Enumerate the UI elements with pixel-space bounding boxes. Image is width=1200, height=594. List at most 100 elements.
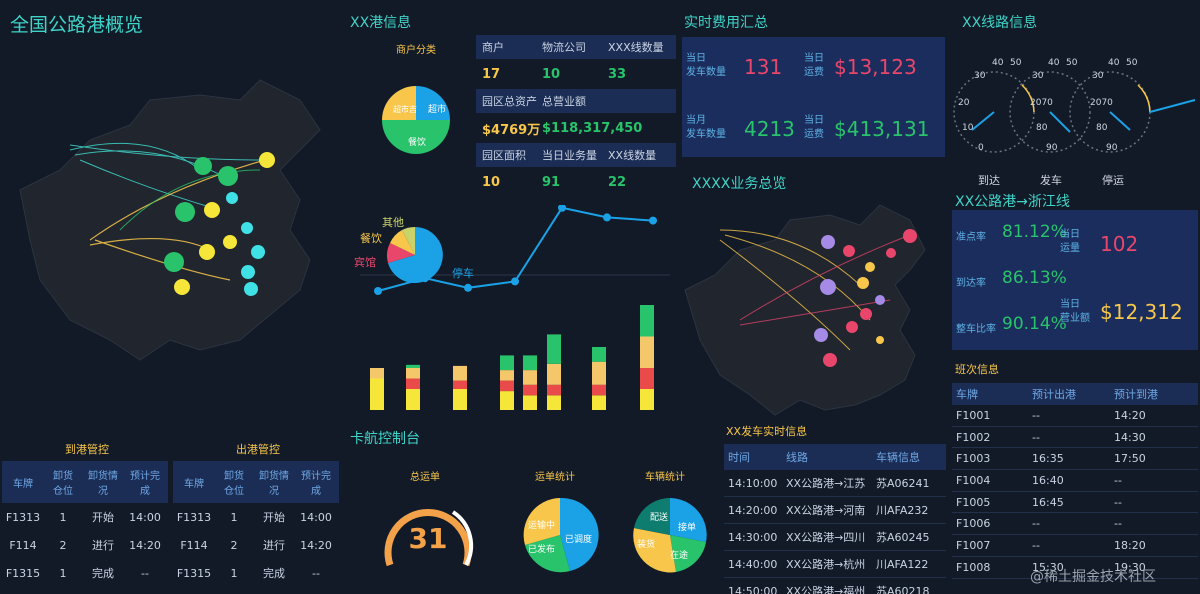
- bar-segment: [453, 365, 467, 381]
- table-row[interactable]: F1003 16:35 17:50: [952, 448, 1198, 471]
- vehicle-label-loading: 装货: [637, 538, 655, 550]
- svg-text:50: 50: [1010, 58, 1022, 68]
- fees-label-month-count: 当月 发车数量: [686, 115, 726, 140]
- bar-segment: [500, 355, 514, 371]
- table-row[interactable]: F114 2 进行 14:20: [180, 538, 332, 553]
- bar-segment: [547, 384, 561, 396]
- zj-label-volume: 当日 运量: [1060, 229, 1080, 254]
- order-label-published: 已发布: [528, 543, 555, 555]
- port-info-title: XX港信息: [350, 15, 412, 31]
- zj-label-ontime: 准点率: [956, 232, 986, 243]
- table-row[interactable]: F1008 15:30 19:30: [952, 557, 1198, 579]
- trend-point: [464, 283, 472, 292]
- table-row[interactable]: F1004 16:40 --: [952, 470, 1198, 492]
- arrive-title: 到港管控: [65, 443, 109, 456]
- table-row[interactable]: F114 2 进行 14:20: [9, 538, 161, 553]
- bar-segment: [370, 368, 384, 379]
- bar-segment: [547, 395, 561, 410]
- table-row[interactable]: 14:30:00 XX公路港→四川 苏A60245: [724, 524, 946, 551]
- pie-label-other: 其他: [382, 216, 404, 229]
- table-row[interactable]: 14:20:00 XX公路港→河南 川AFA232: [724, 497, 946, 524]
- svg-text:0: 0: [978, 143, 984, 153]
- merchant-pie[interactable]: 超市 餐饮 超市吉: [376, 60, 456, 160]
- merchant-pie-title: 商户分类: [396, 45, 436, 56]
- table-row[interactable]: F1315 1 完成 --: [176, 566, 320, 581]
- gauge-label-arrive: 到达: [978, 174, 1000, 185]
- total-orders-gauge[interactable]: 31: [378, 490, 478, 580]
- svg-text:40: 40: [1048, 58, 1060, 68]
- china-map-left[interactable]: [0, 40, 340, 420]
- bar-segment: [406, 378, 420, 389]
- table-row[interactable]: F1315 1 完成 --: [5, 566, 149, 581]
- trend-point: [558, 205, 566, 212]
- port-info-table: 商户 物流公司 XXX线数量 17 10 33 园区总资产 总营业额 $4769…: [476, 35, 676, 197]
- fees-month-fee: $413,131: [834, 117, 930, 141]
- depart-col-slot: 卸货仓位: [224, 471, 244, 497]
- total-orders-title: 总运单: [410, 472, 440, 483]
- depart-rows: F1313 1 开始 14:00 F114 2 进行 14:20 F1315 1…: [173, 503, 339, 587]
- order-stats-title: 运单统计: [535, 472, 575, 483]
- order-label-dispatched: 已调度: [565, 533, 592, 545]
- order-stats-pie[interactable]: 运输中 已发布 已调度: [510, 490, 610, 580]
- table-row[interactable]: F1002 -- 14:30: [952, 427, 1198, 449]
- pie-label-parking: 停车: [452, 266, 474, 280]
- pie-label-other: 超市吉: [393, 104, 417, 114]
- fees-day-fee: $13,123: [834, 55, 917, 79]
- pie-label-hotel: 宾馆: [354, 255, 376, 269]
- line-gauges[interactable]: 40 50 30 20 10 0 40 50 30 2070 80 90 40 …: [950, 40, 1200, 185]
- bar-segment: [640, 336, 654, 368]
- fees-label-day-count: 当日 发车数量: [686, 53, 726, 78]
- depart-col-eta: 预计完成: [301, 471, 331, 497]
- table-row[interactable]: F1313 1 开始 14:00: [5, 510, 161, 525]
- table-row[interactable]: F1006 -- --: [952, 513, 1198, 536]
- pie-label-restaurant: 餐饮: [360, 231, 382, 245]
- bar-segment: [523, 395, 537, 410]
- bar-segment: [547, 334, 561, 364]
- svg-text:2070: 2070: [1030, 98, 1053, 108]
- table-row[interactable]: 14:50:00 XX公路港→福州 苏A60218: [724, 578, 946, 594]
- zj-label-fulltruck: 整车比率: [956, 324, 996, 335]
- svg-text:80: 80: [1096, 123, 1108, 133]
- table-row[interactable]: F1313 1 开始 14:00: [176, 510, 332, 525]
- svg-text:80: 80: [1036, 123, 1048, 133]
- gauge-label-stopped: 停运: [1102, 173, 1124, 185]
- pie-label-restaurant: 餐饮: [408, 136, 426, 148]
- trend-point: [603, 213, 611, 222]
- zj-label-revenue: 当日 营业额: [1060, 299, 1090, 324]
- shift-col-plate: 车牌: [956, 388, 978, 401]
- fees-label-month-fee: 当日 运费: [804, 115, 824, 140]
- bar-segment: [500, 391, 514, 410]
- fees-month-count: 4213: [744, 117, 795, 141]
- vehicle-stats-pie[interactable]: 配送 接单 在途 装货: [620, 490, 720, 580]
- shift-col-arrive: 预计到港: [1114, 388, 1158, 401]
- watermark: @稀土掘金技术社区: [1030, 569, 1156, 585]
- svg-text:30: 30: [974, 71, 986, 81]
- arrive-col-eta: 预计完成: [130, 471, 160, 497]
- china-map-right[interactable]: [680, 190, 950, 420]
- bar-segment: [406, 389, 420, 410]
- depart-col-state: 卸货情况: [259, 471, 289, 497]
- table-row[interactable]: 14:40:00 XX公路港→杭州 川AFA122: [724, 551, 946, 578]
- arrive-rows: F1313 1 开始 14:00 F114 2 进行 14:20 F1315 1…: [2, 503, 168, 587]
- business-chart[interactable]: 其他 餐饮 宾馆 停车: [340, 205, 680, 415]
- table-row[interactable]: F1007 -- 18:20: [952, 535, 1198, 557]
- bar-segment: [370, 378, 384, 410]
- shift-table: 车牌 预计出港 预计到港 F1001 -- 14:20 F1002 -- 14:30 F10…: [952, 383, 1198, 579]
- bar-segment: [523, 355, 537, 371]
- bar-segment: [592, 347, 606, 362]
- bar-segment: [453, 380, 467, 389]
- table-row[interactable]: F1005 16:45 --: [952, 492, 1198, 514]
- dispatch-title: XX发车实时信息: [726, 425, 808, 438]
- table-row[interactable]: 14:10:00 XX公路港→江苏 苏A06241: [724, 470, 946, 497]
- biz-overview-title: XXXX业务总览: [692, 176, 787, 192]
- table-row[interactable]: F1001 -- 14:20: [952, 405, 1198, 427]
- shift-col-depart: 预计出港: [1032, 388, 1076, 401]
- shift-title: 班次信息: [955, 363, 999, 376]
- bar-segment: [406, 364, 420, 368]
- zj-value-volume: 102: [1100, 232, 1139, 256]
- svg-text:40: 40: [992, 58, 1004, 68]
- arrive-col-slot: 卸货仓位: [53, 471, 73, 497]
- bar-segment: [523, 384, 537, 396]
- trend-point: [511, 277, 519, 286]
- zj-value-arrival: 86.13%: [1002, 268, 1067, 288]
